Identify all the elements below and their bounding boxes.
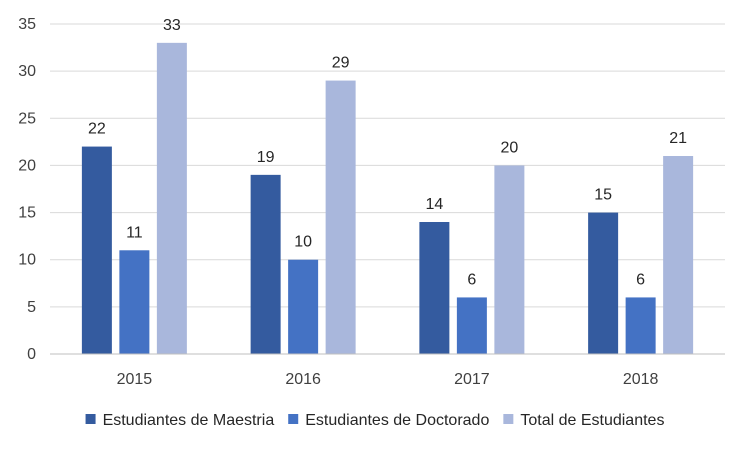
y-tick-label: 0 (27, 346, 36, 363)
data-label: 14 (425, 196, 443, 213)
x-tick-label: 2017 (454, 371, 490, 388)
y-tick-label: 35 (18, 16, 36, 33)
bar (456, 297, 487, 354)
bar (325, 80, 356, 355)
legend-item: Estudiantes de Doctorado (288, 412, 489, 429)
data-label: 20 (500, 139, 518, 156)
y-tick-label: 5 (27, 299, 36, 316)
legend-label: Estudiantes de Maestria (103, 412, 275, 429)
y-tick-label: 10 (18, 252, 36, 269)
y-tick-label: 30 (18, 63, 36, 80)
bar (156, 42, 187, 354)
data-label: 22 (88, 121, 106, 138)
bar (119, 250, 150, 354)
x-tick-label: 2016 (285, 371, 321, 388)
legend-swatch (503, 414, 514, 424)
bar (288, 259, 319, 354)
data-label: 21 (669, 130, 687, 147)
data-label: 29 (332, 55, 350, 72)
y-tick-label: 25 (18, 110, 36, 127)
legend: Estudiantes de Maestria Estudiantes de Do… (85, 412, 664, 429)
y-tick-label: 15 (18, 205, 36, 222)
data-label: 6 (636, 271, 645, 288)
y-tick-label: 20 (18, 157, 36, 174)
legend-label: Total de Estudiantes (520, 412, 664, 429)
gridlines (50, 23, 725, 308)
legend-label: Estudiantes de Doctorado (305, 412, 489, 429)
data-label: 33 (163, 17, 181, 34)
bar (588, 212, 619, 354)
data-labels: 22 11 33 19 10 29 14 6 20 15 6 21 (88, 17, 687, 289)
data-label: 19 (257, 149, 275, 166)
bar (419, 222, 450, 354)
bar (625, 297, 656, 354)
bars (81, 42, 694, 355)
legend-swatch (85, 414, 96, 424)
legend-item: Estudiantes de Maestria (85, 412, 275, 429)
bar (81, 146, 112, 354)
data-label: 15 (594, 187, 612, 204)
data-label: 11 (126, 224, 143, 241)
bar (663, 156, 694, 354)
bar (250, 174, 281, 354)
legend-item: Total de Estudiantes (503, 412, 664, 429)
x-tick-label: 2015 (117, 371, 153, 388)
data-label: 10 (294, 234, 312, 251)
bar (494, 165, 525, 354)
x-tick-label: 2018 (623, 371, 659, 388)
data-label: 6 (467, 271, 476, 288)
legend-swatch (288, 414, 299, 424)
